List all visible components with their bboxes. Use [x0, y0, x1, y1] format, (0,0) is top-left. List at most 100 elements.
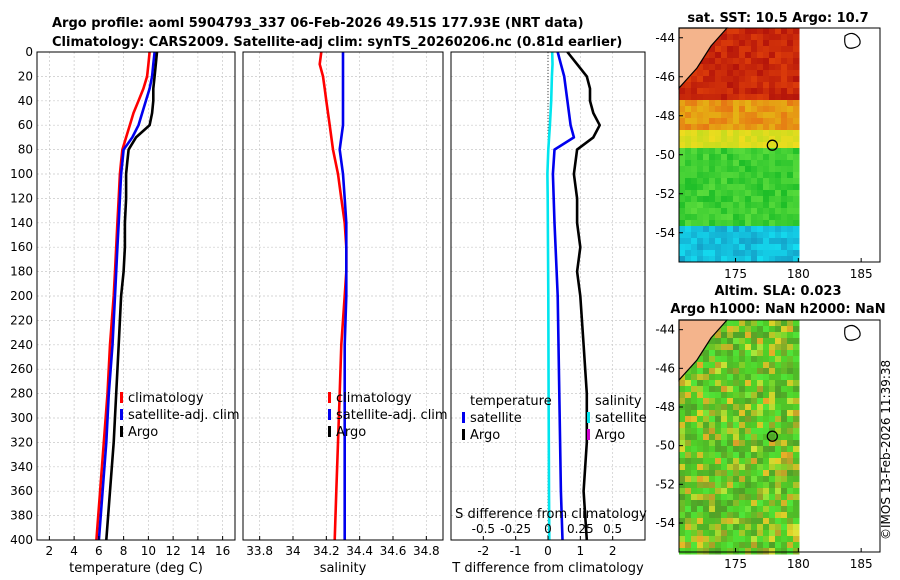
map-cell: [703, 154, 710, 161]
map-cell: [709, 154, 716, 161]
map-cell: [757, 130, 764, 137]
map-cell: [691, 172, 698, 179]
map-cell: [721, 386, 728, 393]
map-cell: [685, 238, 692, 245]
map-cell: [781, 446, 788, 453]
map-cell: [721, 428, 728, 435]
series-line-climatology: [318, 51, 348, 541]
map-cell: [793, 118, 800, 125]
map-cell: [751, 64, 758, 71]
map-cell: [697, 142, 704, 149]
map-cell: [757, 428, 764, 435]
map-cell: [727, 178, 734, 185]
map-cell: [679, 202, 686, 209]
map-cell: [775, 106, 782, 113]
map-cell: [703, 160, 710, 167]
x-tick-label: -2: [477, 544, 489, 558]
map-cell: [739, 196, 746, 203]
map-cell: [775, 362, 782, 369]
map-cell: [691, 118, 698, 125]
map-cell: [679, 142, 686, 149]
map-cell: [679, 148, 686, 155]
map-cell: [685, 208, 692, 215]
map-cell: [787, 82, 794, 89]
map-cell: [715, 100, 722, 107]
map-cell: [703, 196, 710, 203]
map-cell: [781, 214, 788, 221]
map-cell: [781, 106, 788, 113]
map-cell: [763, 34, 770, 41]
map-cell: [727, 374, 734, 381]
map-cell: [721, 344, 728, 351]
y-tick-label: 40: [18, 94, 33, 108]
map-cell: [769, 202, 776, 209]
map-cell: [727, 434, 734, 441]
map-cell: [787, 392, 794, 399]
map-cell: [781, 148, 788, 155]
map-cell: [721, 100, 728, 107]
map-cell: [715, 82, 722, 89]
map-cell: [739, 220, 746, 227]
map-cell: [757, 368, 764, 375]
map-cell: [727, 350, 734, 357]
map-cell: [715, 154, 722, 161]
series-line-t-satellite: [551, 51, 576, 541]
map-cell: [697, 410, 704, 417]
island-outline: [844, 324, 861, 341]
map-cell: [709, 124, 716, 131]
map-cell: [781, 494, 788, 501]
legend-label: satellite: [595, 411, 647, 426]
map-cell: [787, 320, 794, 327]
map-cell: [715, 416, 722, 423]
map-cell: [751, 488, 758, 495]
map-cell: [793, 380, 800, 387]
map-cell: [703, 422, 710, 429]
top-tick-label: -0.25: [500, 522, 531, 536]
map-cell: [787, 100, 794, 107]
map-cell: [739, 482, 746, 489]
map-cell: [745, 256, 752, 263]
map-cell: [715, 530, 722, 537]
map-cell: [775, 202, 782, 209]
map-cell: [679, 380, 686, 387]
map-cell: [691, 524, 698, 531]
map-cell: [733, 142, 740, 149]
map-cell: [721, 220, 728, 227]
map-cell: [763, 506, 770, 513]
map-cell: [715, 94, 722, 101]
map-cell: [721, 458, 728, 465]
map-cell: [775, 220, 782, 227]
map-cell: [709, 434, 716, 441]
map-cell: [739, 398, 746, 405]
x-tick-label: 6: [95, 544, 103, 558]
map-cell: [781, 40, 788, 47]
map-cell: [703, 500, 710, 507]
map-cell: [763, 160, 770, 167]
map-cell: [733, 148, 740, 155]
map-cell: [733, 326, 740, 333]
map-cell: [727, 52, 734, 59]
map-cell: [763, 440, 770, 447]
map-cell: [787, 452, 794, 459]
map-cell: [703, 256, 710, 263]
map-cell: [691, 488, 698, 495]
map-cell: [715, 464, 722, 471]
map-cell: [721, 404, 728, 411]
map-cell: [793, 124, 800, 131]
map-cell: [757, 214, 764, 221]
map-cell: [793, 100, 800, 107]
map-cell: [739, 506, 746, 513]
map-cell: [793, 344, 800, 351]
map-cell: [679, 422, 686, 429]
map-cell: [715, 440, 722, 447]
map-cell: [757, 530, 764, 537]
map-cell: [763, 130, 770, 137]
map-cell: [775, 518, 782, 525]
map-cell: [709, 464, 716, 471]
map-cell: [697, 88, 704, 95]
map-cell: [685, 440, 692, 447]
map-cell: [697, 208, 704, 215]
map-cell: [679, 226, 686, 233]
map-cell: [787, 28, 794, 35]
map-cell: [697, 178, 704, 185]
